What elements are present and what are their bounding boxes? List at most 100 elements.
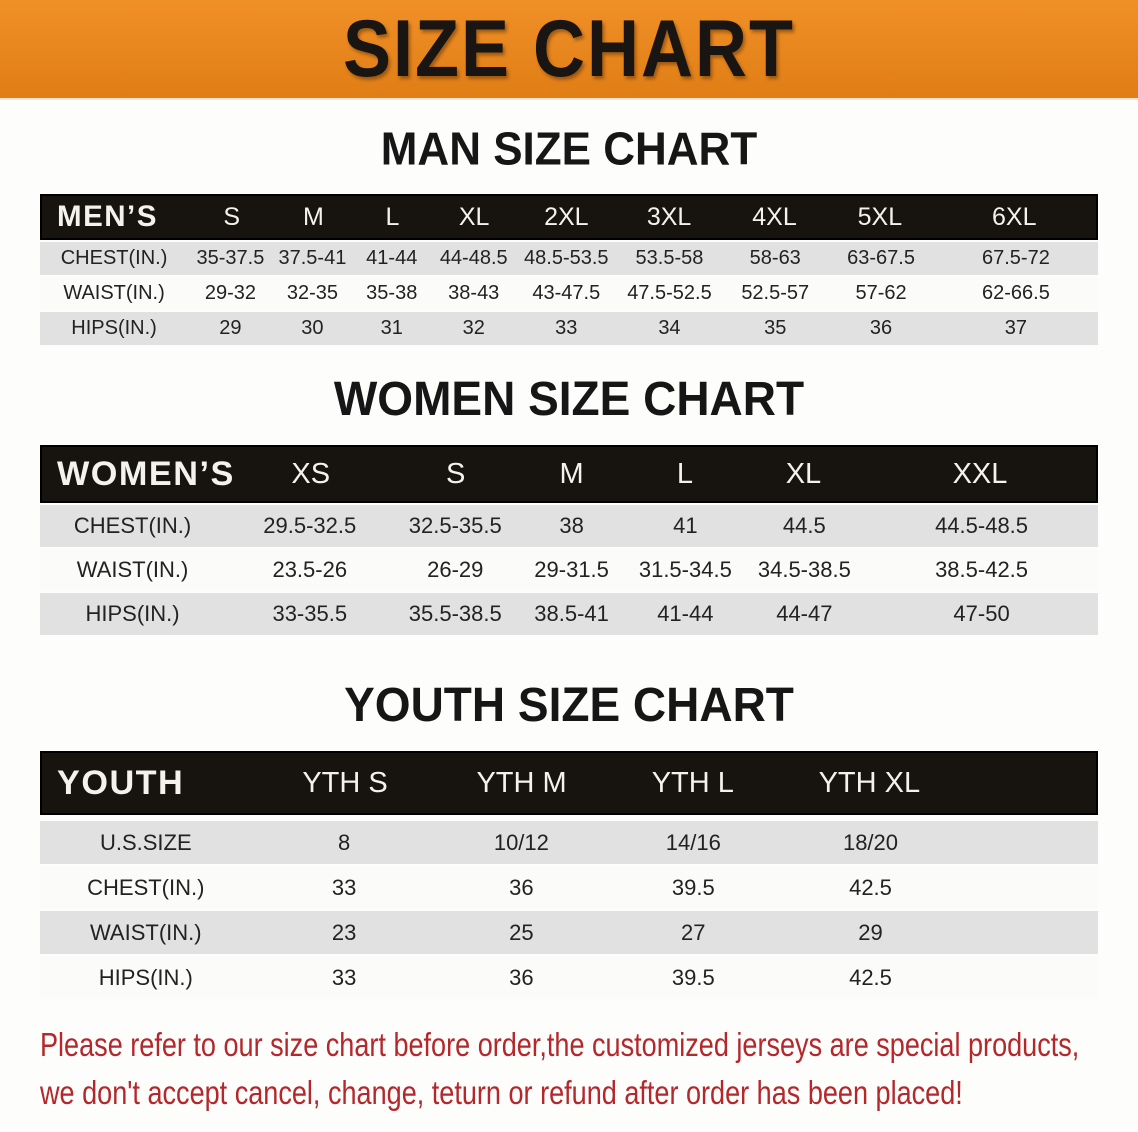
column-header: S <box>223 202 241 231</box>
column-header: XXL <box>952 457 1008 490</box>
row-label: CHEST(IN.) <box>87 874 205 900</box>
value-cell: 25 <box>509 919 534 945</box>
value-cell: 29.5-32.5 <box>263 513 357 538</box>
value-cell: 23.5-26 <box>272 557 348 582</box>
value-cell: 41-44 <box>657 601 714 626</box>
value-cell: 44.5 <box>782 513 826 538</box>
value-cell: 47.5-52.5 <box>627 282 712 304</box>
value-cell: 47-50 <box>953 601 1010 626</box>
row-label: HIPS(IN.) <box>98 964 193 990</box>
value-cell: 43-47.5 <box>532 282 601 304</box>
column-header: YTH L <box>651 766 734 799</box>
column-header: L <box>676 457 693 490</box>
table-row: U.S.SIZE 8 10/12 14/16 18/20 <box>40 821 1098 864</box>
disclaimer: Please refer to our size chart before or… <box>40 1021 1138 1117</box>
value-cell: 33 <box>331 964 357 990</box>
table-header-row-men: MEN’S S M L XL 2XL 3XL 4XL 5XL 6XL <box>40 194 1098 240</box>
section-men: MAN SIZE CHART MEN’S S M L XL 2XL 3XL 4XL 5XL 6XL C… <box>0 123 1138 345</box>
value-cell: 34 <box>658 317 681 339</box>
value-cell: 44.5-48.5 <box>935 513 1029 538</box>
column-header: YTH M <box>476 766 567 799</box>
row-label: U.S.SIZE <box>99 829 192 855</box>
section-title-youth: YOUTH SIZE CHART <box>344 676 794 732</box>
column-header: M <box>559 457 584 490</box>
value-cell: 29-31.5 <box>534 557 609 582</box>
column-header: YTH XL <box>818 766 921 799</box>
value-cell: 42.5 <box>849 874 892 900</box>
header-group-label: WOMEN’S <box>57 454 235 493</box>
value-cell: 14/16 <box>665 829 721 855</box>
value-cell: 38.5-41 <box>534 601 609 626</box>
value-cell: 53.5-58 <box>635 247 704 269</box>
size-table-men: MEN’S S M L XL 2XL 3XL 4XL 5XL 6XL CHEST(IN.) 35-37… <box>40 194 1098 345</box>
value-cell: 33 <box>555 317 578 339</box>
value-cell: 32 <box>462 317 485 339</box>
value-cell: 31.5-34.5 <box>638 557 732 582</box>
value-cell: 26-29 <box>427 557 484 582</box>
value-cell: 62-66.5 <box>982 282 1050 304</box>
value-cell: 23 <box>331 919 357 945</box>
table-row: CHEST(IN.) 35-37.5 37.5-41 41-44 44-48.5 48.5… <box>40 242 1098 275</box>
value-cell: 35-37.5 <box>196 247 265 269</box>
column-header: L <box>385 202 400 231</box>
row-label: WAIST(IN.) <box>89 919 202 945</box>
row-label: HIPS(IN.) <box>85 601 180 626</box>
value-cell: 39.5 <box>671 874 715 900</box>
value-cell: 37 <box>1004 317 1028 339</box>
table-row: HIPS(IN.) 33 36 39.5 42.5 <box>40 956 1098 999</box>
value-cell: 37.5-41 <box>278 247 347 269</box>
value-cell: 38-43 <box>448 282 500 304</box>
value-cell: 33 <box>331 874 357 900</box>
column-header: YTH S <box>302 766 388 799</box>
value-cell: 32.5-35.5 <box>408 513 502 538</box>
column-header: 3XL <box>646 202 692 231</box>
column-header: 4XL <box>752 202 797 231</box>
value-cell: 30 <box>301 317 324 339</box>
table-row: CHEST(IN.) 33 36 39.5 42.5 <box>40 866 1098 909</box>
row-label: WAIST(IN.) <box>76 557 189 582</box>
value-cell: 33-35.5 <box>272 601 348 626</box>
value-cell: 38.5-42.5 <box>935 557 1029 582</box>
value-cell: 63-67.5 <box>847 247 915 269</box>
section-title-women: WOMEN SIZE CHART <box>333 370 805 426</box>
header-group-label: MEN’S <box>57 200 158 233</box>
value-cell: 18/20 <box>842 829 899 855</box>
value-cell: 32-35 <box>286 282 338 304</box>
table-row: WAIST(IN.) 29-32 32-35 35-38 38-43 43-47.5 47.… <box>40 277 1098 310</box>
value-cell: 31 <box>380 317 403 339</box>
header-group-label: YOUTH <box>57 763 185 802</box>
row-label: WAIST(IN.) <box>63 282 165 304</box>
value-cell: 36 <box>509 964 534 990</box>
value-cell: 34.5-38.5 <box>757 557 851 582</box>
table-row: HIPS(IN.) 33-35.5 35.5-38.5 38.5-41 41-44 44-… <box>40 593 1098 635</box>
value-cell: 35 <box>764 317 787 339</box>
value-cell: 42.5 <box>849 964 892 990</box>
banner: SIZE CHART <box>0 0 1138 100</box>
section-title-men: MAN SIZE CHART <box>380 123 758 176</box>
value-cell: 29-32 <box>204 282 256 304</box>
column-header: 5XL <box>857 202 903 231</box>
column-header: S <box>445 457 466 490</box>
value-cell: 29 <box>858 919 883 945</box>
value-cell: 58-63 <box>749 247 801 269</box>
column-header: XS <box>291 457 331 490</box>
value-cell: 48.5-53.5 <box>524 247 609 269</box>
row-label: CHEST(IN.) <box>60 247 168 269</box>
disclaimer-line-1: Please refer to our size chart before or… <box>40 1026 1080 1063</box>
size-table-women: WOMEN’S XS S M L XL XXL CHEST(IN.) 29.5-32.5 32.5… <box>40 445 1098 635</box>
value-cell: 35.5-38.5 <box>408 601 502 626</box>
value-cell: 57-62 <box>855 282 907 304</box>
table-row: HIPS(IN.) 29 30 31 32 33 34 35 36 37 <box>40 312 1098 345</box>
row-label: CHEST(IN.) <box>73 513 192 538</box>
column-header: 2XL <box>544 202 589 231</box>
size-table-youth: YOUTH YTH S YTH M YTH L YTH XL U.S.SIZE 8 10/12… <box>40 751 1098 999</box>
value-cell: 41 <box>673 513 698 538</box>
value-cell: 27 <box>681 919 706 945</box>
value-cell: 39.5 <box>671 964 715 990</box>
row-label: HIPS(IN.) <box>71 317 157 339</box>
value-cell: 29 <box>219 317 242 339</box>
table-header-row-women: WOMEN’S XS S M L XL XXL <box>40 445 1098 503</box>
value-cell: 10/12 <box>493 829 549 855</box>
column-header: XL <box>785 457 822 490</box>
column-header: 6XL <box>992 202 1037 231</box>
